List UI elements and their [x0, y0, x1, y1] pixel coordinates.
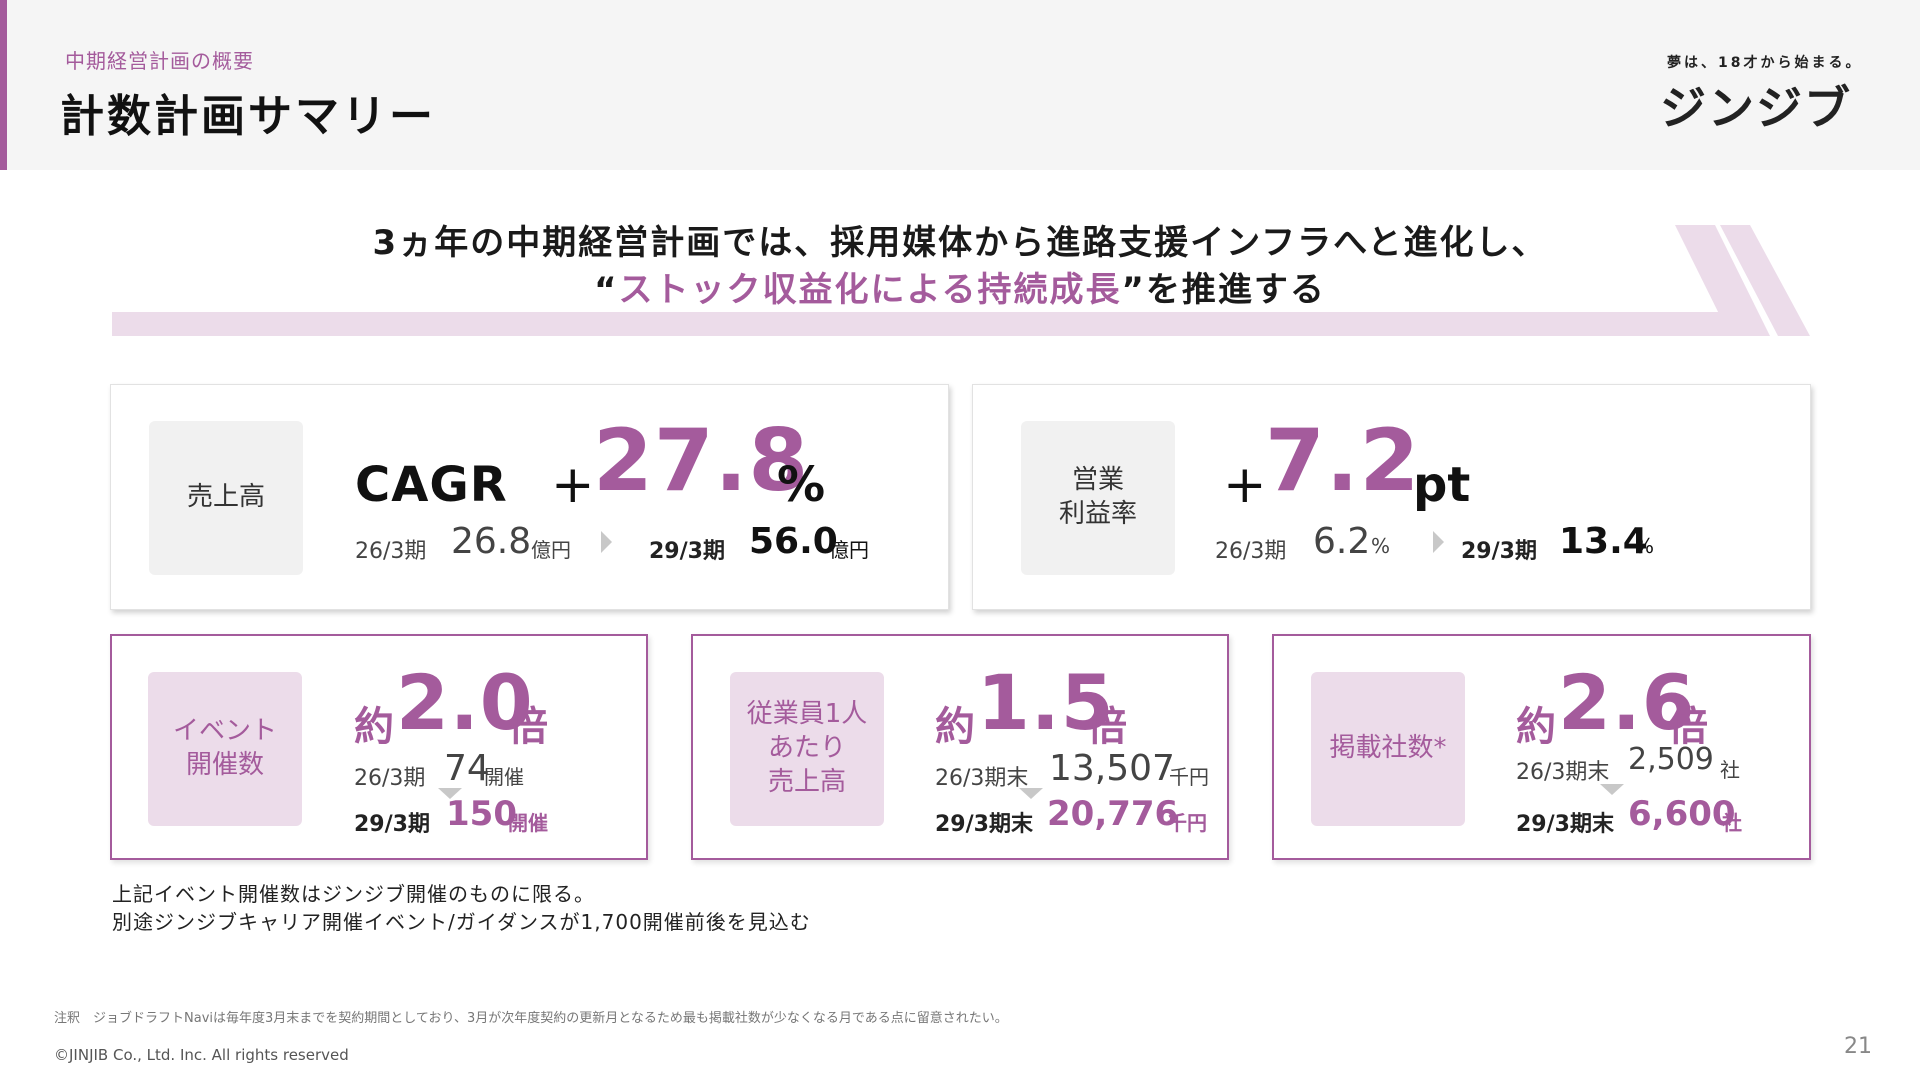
sales-from-period: 26/3期	[355, 539, 427, 564]
per-employee-suffix: 倍	[1087, 704, 1127, 750]
sales-to-unit: 億円	[829, 538, 869, 562]
page-title: 計数計画サマリー	[60, 91, 436, 142]
margin-to-value: 13.4	[1559, 521, 1648, 562]
sales-label: 売上高	[149, 421, 303, 575]
companies-suffix: 倍	[1668, 704, 1708, 750]
copyright: ©JINJIB Co., Ltd. Inc. All rights reserv…	[54, 1046, 349, 1064]
companies-value: 2.6	[1558, 658, 1696, 747]
headline-line-2: “ストック収益化による持続成長”を推進する	[0, 262, 1920, 311]
sales-to-value: 56.0	[749, 521, 838, 562]
companies-from-period: 26/3期末	[1516, 760, 1610, 785]
per-employee-from-unit: 千円	[1169, 765, 1209, 789]
brand-logo: ジンジブ	[1660, 81, 1852, 135]
headline-line-1: 3ヵ年の中期経営計画では、採用媒体から進路支援インフラへと進化し、	[372, 223, 1548, 263]
companies-to-period: 29/3期末	[1516, 812, 1614, 837]
sales-to-period: 29/3期	[649, 539, 725, 564]
sales-value: 27.8	[593, 411, 810, 511]
per-employee-to-value: 20,776	[1047, 794, 1179, 834]
events-from-unit: 開催	[484, 765, 524, 789]
sales-sign: +	[551, 455, 595, 515]
per-employee-to-unit: 千円	[1167, 811, 1207, 835]
margin-value: 7.2	[1265, 411, 1421, 511]
events-value: 2.0	[396, 658, 534, 747]
headline-close: ”を推進する	[1121, 270, 1326, 310]
per-employee-card: 従業員1人 あたり 売上高 約 1.5 倍 26/3期末 13,507 千円 29/…	[691, 634, 1229, 860]
margin-from-period: 26/3期	[1215, 539, 1287, 564]
events-to-unit: 開催	[508, 811, 548, 835]
per-employee-arrow-icon	[1019, 788, 1043, 799]
margin-to-unit: %	[1635, 534, 1655, 558]
events-card: イベント 開催数 約 2.0 倍 26/3期 74 開催 29/3期 150 開催	[110, 634, 648, 860]
sales-arrow-icon	[601, 531, 612, 553]
headline-arrow-decoration	[112, 225, 1810, 336]
events-to-period: 29/3期	[354, 812, 430, 837]
events-to-value: 150	[446, 794, 517, 834]
companies-from-value: 2,509	[1628, 742, 1714, 777]
sales-from-value: 26.8	[451, 521, 532, 562]
margin-from-value: 6.2	[1313, 521, 1371, 562]
margin-sign: +	[1223, 455, 1267, 515]
headline-accent: ストック収益化による持続成長	[618, 270, 1122, 310]
per-employee-from-value: 13,507	[1049, 748, 1175, 789]
per-employee-value: 1.5	[977, 658, 1115, 747]
per-employee-to-period: 29/3期末	[935, 812, 1033, 837]
companies-arrow-icon	[1600, 784, 1624, 795]
companies-prefix: 約	[1516, 704, 1556, 750]
margin-unit: pt	[1413, 457, 1471, 513]
margin-arrow-icon	[1433, 531, 1444, 553]
page-number: 21	[1844, 1034, 1872, 1059]
events-suffix: 倍	[508, 704, 548, 750]
events-from-period: 26/3期	[354, 766, 426, 791]
brand-tagline: 夢は、18才から始まる。	[1667, 55, 1863, 71]
events-label-line-2: 開催数	[185, 750, 264, 780]
sales-card: 売上高 CAGR + 27.8 % 26/3期 26.8 億円 29/3期 56…	[110, 384, 949, 610]
events-label-line-1: イベント	[172, 716, 277, 747]
sales-unit: %	[777, 457, 826, 513]
per-employee-label: 従業員1人 あたり 売上高	[730, 672, 884, 826]
per-employee-label-line-3: 売上高	[767, 766, 846, 797]
companies-card: 掲載社数* 約 2.6 倍 26/3期末 2,509 社 29/3期末 6,60…	[1272, 634, 1811, 860]
per-employee-from-period: 26/3期末	[935, 766, 1029, 791]
note-line-1: 上記イベント開催数はジンジブ開催のものに限る。	[112, 882, 595, 906]
footnote: 注釈 ジョブドラフトNaviは毎年度3月末までを契約期間としており、3月が次年度…	[54, 1011, 1008, 1026]
margin-label-line-2: 利益率	[1058, 499, 1137, 529]
companies-to-value: 6,600	[1628, 794, 1736, 834]
events-label: イベント 開催数	[148, 672, 302, 826]
events-prefix: 約	[354, 704, 394, 750]
header: 中期経営計画の概要 計数計画サマリー 夢は、18才から始まる。 ジンジブ	[0, 0, 1920, 170]
header-accent-bar	[0, 0, 7, 170]
note-line-2: 別途ジンジブキャリア開催イベント/ガイダンスが1,700開催前後を見込む	[112, 910, 811, 934]
margin-card: 営業 利益率 + 7.2 pt 26/3期 6.2 % 29/3期 13.4 %	[972, 384, 1811, 610]
sales-metric: CAGR	[355, 457, 508, 513]
margin-label: 営業 利益率	[1021, 421, 1175, 575]
sales-from-unit: 億円	[531, 538, 571, 562]
companies-label: 掲載社数*	[1311, 672, 1465, 826]
margin-to-period: 29/3期	[1461, 539, 1537, 564]
headline-open-quote: “	[594, 270, 619, 310]
per-employee-label-line-2: あたり	[767, 733, 846, 764]
companies-from-unit: 社	[1720, 758, 1740, 782]
per-employee-prefix: 約	[935, 704, 975, 750]
margin-from-unit: %	[1371, 534, 1391, 558]
companies-to-unit: 社	[1722, 811, 1742, 835]
margin-label-line-1: 営業	[1071, 465, 1124, 496]
events-arrow-icon	[438, 788, 462, 799]
events-from-value: 74	[444, 748, 490, 789]
breadcrumb: 中期経営計画の概要	[65, 49, 254, 73]
per-employee-label-line-1: 従業員1人	[746, 699, 868, 730]
